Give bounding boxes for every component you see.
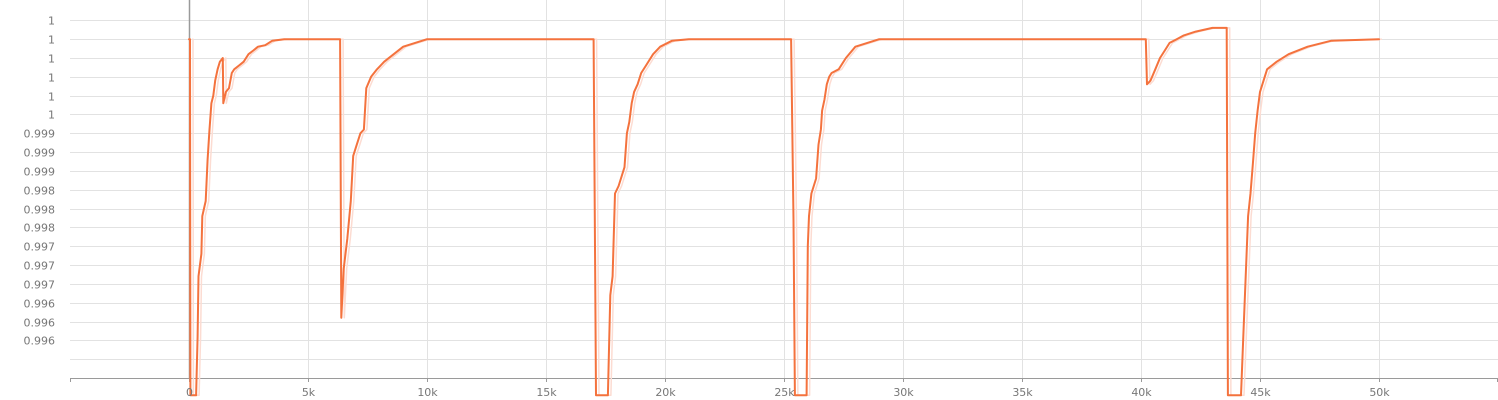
x-tick-label: 45k [1250,386,1271,399]
y-tick-label: 0.996 [24,317,56,330]
x-tick-label: 25k [774,386,795,399]
series-layer [188,26,1380,397]
series-line [188,26,1380,397]
y-tick-label: 0.998 [24,185,56,198]
y-tick-label: 0.999 [24,128,56,141]
x-tick-label: 35k [1012,386,1033,399]
x-tick-label: 5k [302,386,316,399]
y-tick-label: 1 [48,72,55,85]
y-tick-label: 0.998 [24,222,56,235]
y-tick-label: 0.999 [24,147,56,160]
x-tick-label: 10k [417,386,438,399]
y-tick-label: 1 [48,53,55,66]
x-tick-label: 15k [536,386,557,399]
y-tick-label: 0.996 [24,335,56,348]
y-tick-label: 0.996 [24,298,56,311]
y-tick-label: 1 [48,109,55,122]
y-tick-label: 1 [48,91,55,104]
y-tick-label: 1 [48,34,55,47]
x-tick-label: 40k [1131,386,1152,399]
tick-labels: 0.996 0.996 0.996 0.997 0.997 0.997 0.998 0.998… [24,15,1391,400]
y-tick-label: 1 [48,15,55,28]
y-tick-label: 0.999 [24,166,56,179]
x-tick-label: 0 [186,386,193,399]
y-tick-label: 0.997 [24,260,56,273]
x-tick-label: 50k [1369,386,1390,399]
y-tick-label: 0.997 [24,279,56,292]
y-tick-label: 0.997 [24,241,56,254]
y-tick-label: 0.998 [24,204,56,217]
x-tick-label: 20k [655,386,676,399]
x-tick-label: 30k [893,386,914,399]
